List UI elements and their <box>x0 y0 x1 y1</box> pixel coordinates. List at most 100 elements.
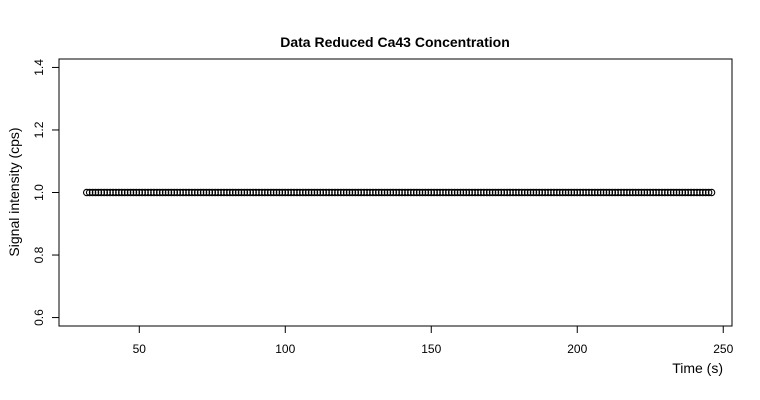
x-tick-label: 50 <box>133 342 147 356</box>
data-point <box>544 188 552 197</box>
data-point <box>316 188 325 197</box>
data-point <box>596 188 605 197</box>
data-point <box>231 188 240 197</box>
x-tick-label: 150 <box>421 342 441 356</box>
data-point <box>287 188 295 197</box>
data-point <box>223 188 231 197</box>
data-point <box>85 188 94 197</box>
data-point <box>482 188 491 197</box>
data-point <box>576 188 584 197</box>
data-point <box>602 188 611 197</box>
data-point <box>296 188 304 197</box>
data-point <box>243 188 252 197</box>
data-point <box>188 188 196 197</box>
data-point <box>173 188 181 197</box>
data-point <box>161 188 170 197</box>
data-point <box>337 188 345 197</box>
data-point <box>468 188 476 197</box>
data-point <box>208 188 217 197</box>
data-point <box>558 188 567 197</box>
data-point <box>170 188 179 197</box>
data-point <box>701 188 710 197</box>
data-point <box>456 188 465 197</box>
data-point <box>696 188 704 197</box>
data-point <box>480 188 488 197</box>
data-point <box>593 188 602 197</box>
data-point <box>100 188 109 197</box>
data-point <box>237 188 246 197</box>
data-point <box>258 188 266 197</box>
data-point <box>678 188 687 197</box>
y-axis: 0.6 0.8 1.0 1.2 1.4 <box>32 59 60 326</box>
x-axis-label: Time (s) <box>672 360 723 376</box>
data-point <box>205 188 214 197</box>
data-point <box>123 188 132 197</box>
data-point <box>535 188 544 197</box>
data-point <box>450 188 459 197</box>
data-point <box>322 188 330 197</box>
data-point <box>196 188 205 197</box>
data-point <box>301 188 310 197</box>
data-point <box>661 188 669 197</box>
data-point <box>599 188 608 197</box>
data-point <box>637 188 646 197</box>
data-point <box>392 188 400 197</box>
data-point <box>118 188 126 197</box>
data-point <box>555 188 564 197</box>
data-point <box>707 188 716 197</box>
data-point <box>264 188 272 197</box>
data-point <box>328 188 336 197</box>
data-point <box>687 188 695 197</box>
data-point <box>334 188 342 197</box>
data-point <box>290 188 298 197</box>
data-point <box>199 188 208 197</box>
data-point <box>339 188 348 197</box>
data-point <box>427 188 436 197</box>
data-point <box>191 188 199 197</box>
data-point <box>82 188 91 197</box>
data-point <box>266 188 275 197</box>
data-point <box>284 188 292 197</box>
data-point <box>628 188 637 197</box>
data-point <box>228 188 237 197</box>
data-point <box>640 188 649 197</box>
data-point <box>304 188 313 197</box>
data-point <box>526 188 535 197</box>
data-point <box>182 188 190 197</box>
data-point <box>193 188 202 197</box>
data-point <box>369 188 377 197</box>
data-point <box>433 188 441 197</box>
data-point <box>345 188 354 197</box>
data-point <box>655 188 663 197</box>
data-point <box>506 188 514 197</box>
data-point <box>523 188 532 197</box>
data-point <box>249 188 257 197</box>
data-point <box>299 188 307 197</box>
x-tick-label: 200 <box>567 342 587 356</box>
data-point <box>442 188 450 197</box>
data-point <box>672 188 681 197</box>
data-point <box>147 188 155 197</box>
data-point <box>158 188 167 197</box>
data-point <box>445 188 453 197</box>
x-axis: 50 100 150 200 250 <box>133 325 734 356</box>
x-tick-label: 100 <box>275 342 295 356</box>
data-point <box>120 188 129 197</box>
y-tick-label: 1.4 <box>32 59 46 76</box>
data-point <box>669 188 678 197</box>
x-tick-label: 250 <box>713 342 733 356</box>
data-point <box>372 188 380 197</box>
data-point <box>129 188 138 197</box>
data-point <box>331 188 339 197</box>
data-point <box>608 188 617 197</box>
data-point <box>684 188 692 197</box>
data-point <box>704 188 713 197</box>
data-point <box>363 188 371 197</box>
data-point <box>135 188 144 197</box>
data-point <box>398 188 406 197</box>
data-point <box>97 188 106 197</box>
data-point <box>477 188 485 197</box>
data-point <box>474 188 482 197</box>
y-tick-label: 1.2 <box>32 121 46 138</box>
